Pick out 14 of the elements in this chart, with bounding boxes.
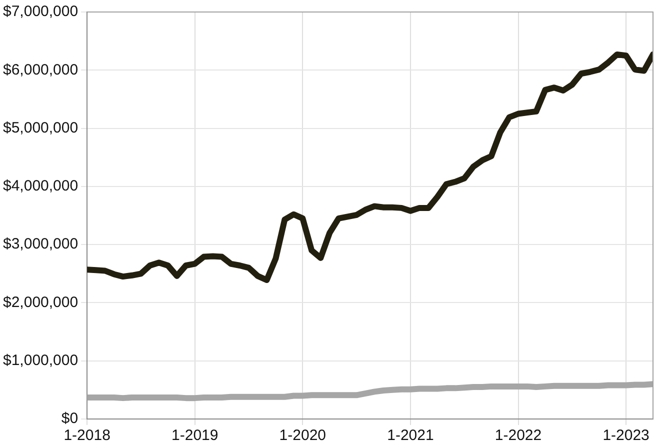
y-tick-label: $1,000,000 xyxy=(2,352,78,369)
y-tick-label: $2,000,000 xyxy=(2,294,78,311)
y-tick-label: $6,000,000 xyxy=(2,61,78,78)
x-tick-label: 1-2023 xyxy=(602,427,650,444)
y-tick-label: $3,000,000 xyxy=(2,236,78,253)
y-tick-label: $5,000,000 xyxy=(2,119,78,136)
x-tick-label: 1-2020 xyxy=(279,427,326,444)
x-tick-label: 1-2021 xyxy=(387,427,434,444)
y-tick-label: $7,000,000 xyxy=(2,3,78,20)
x-tick-label: 1-2022 xyxy=(494,427,542,444)
x-tick-label: 1-2019 xyxy=(172,427,218,444)
y-tick-label: $4,000,000 xyxy=(2,178,78,195)
y-tick-label: $0 xyxy=(61,410,78,428)
x-tick-label: 1-2018 xyxy=(64,427,110,444)
